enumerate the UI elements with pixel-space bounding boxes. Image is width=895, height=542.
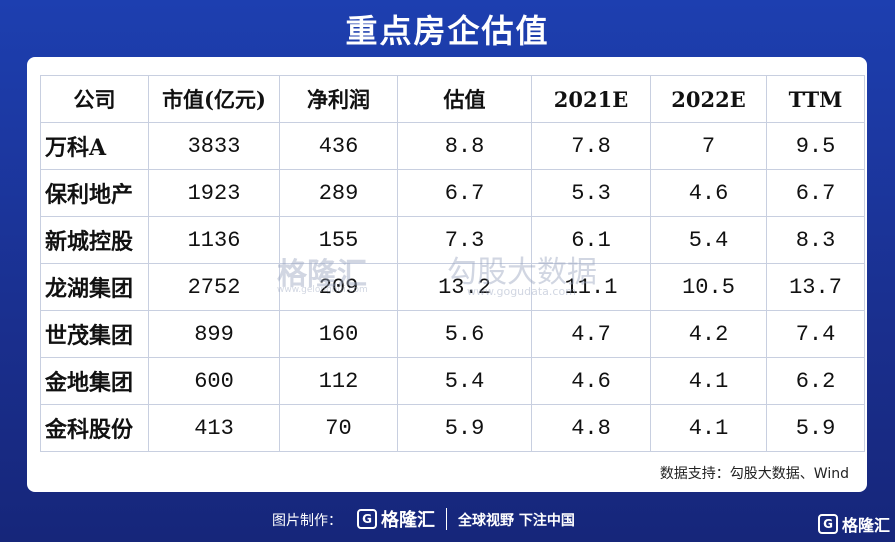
column-header: 估值 [397, 75, 532, 123]
data-row: 龙湖集团 2752 209 13.2 11.1 10.5 13.7 [40, 263, 865, 311]
corner-logo: G 格隆汇 [818, 512, 890, 536]
cell: 4.1 [650, 404, 767, 452]
column-header: 2021E [531, 75, 651, 123]
footer-slogan: 全球视野 下注中国 [458, 513, 575, 529]
footer: 图片制作： G 格隆汇 全球视野 下注中国 G 格隆汇 [0, 506, 895, 536]
company-name: 世茂集团 [40, 310, 149, 358]
cell: 413 [148, 404, 280, 452]
cell: 7.8 [531, 122, 651, 170]
cell: 436 [279, 122, 398, 170]
column-header: 2022E [650, 75, 767, 123]
valuation-table: 公司 市值(亿元) 净利润 估值 2021E 2022E TTM 万科A 3833 436 8.8 7… [40, 75, 865, 452]
header-row: 公司 市值(亿元) 净利润 估值 2021E 2022E TTM [40, 75, 865, 123]
cell: 4.6 [531, 357, 651, 405]
cell: 13.2 [397, 263, 532, 311]
cell: 6.7 [397, 169, 532, 217]
company-name: 保利地产 [40, 169, 149, 217]
cell: 1923 [148, 169, 280, 217]
cell: 5.9 [397, 404, 532, 452]
data-row: 保利地产 1923 289 6.7 5.3 4.6 6.7 [40, 169, 865, 217]
cell: 5.9 [766, 404, 865, 452]
logo-icon: G [357, 509, 377, 529]
cell: 7 [650, 122, 767, 170]
cell: 289 [279, 169, 398, 217]
cell: 1136 [148, 216, 280, 264]
column-header: 公司 [40, 75, 149, 123]
watermark-url: www.gogudata.com [467, 285, 576, 298]
footer-brand: 格隆汇 [381, 510, 435, 531]
cell: 4.6 [650, 169, 767, 217]
corner-brand: 格隆汇 [842, 516, 891, 535]
cell: 600 [148, 357, 280, 405]
cell: 160 [279, 310, 398, 358]
company-name: 新城控股 [40, 216, 149, 264]
data-row: 金科股份 413 70 5.9 4.8 4.1 5.9 [40, 404, 865, 452]
cell: 6.7 [766, 169, 865, 217]
panel: 公司 市值(亿元) 净利润 估值 2021E 2022E TTM 万科A 3833 436 8.8 7… [27, 57, 867, 492]
cell: 5.3 [531, 169, 651, 217]
cell: 209 [279, 263, 398, 311]
source-note: 数据支持：勾股大数据、Wind [659, 466, 849, 482]
cell: 2752 [148, 263, 280, 311]
company-name: 金科股份 [40, 404, 149, 452]
cell: 899 [148, 310, 280, 358]
column-header: 净利润 [279, 75, 398, 123]
cell: 4.2 [650, 310, 767, 358]
data-row: 世茂集团 899 160 5.6 4.7 4.2 7.4 [40, 310, 865, 358]
cell: 7.4 [766, 310, 865, 358]
cell: 5.4 [397, 357, 532, 405]
cell: 4.8 [531, 404, 651, 452]
logo-icon: G [818, 514, 838, 534]
watermark-brand: 格隆汇 [277, 257, 367, 292]
cell: 8.8 [397, 122, 532, 170]
column-header: 市值(亿元) [148, 75, 280, 123]
cell: 4.7 [531, 310, 651, 358]
watermark-site: www.gelonghui.com [277, 285, 368, 295]
cell: 10.5 [650, 263, 767, 311]
cell: 13.7 [766, 263, 865, 311]
cell: 5.4 [650, 216, 767, 264]
cell: 8.3 [766, 216, 865, 264]
cell: 6.1 [531, 216, 651, 264]
cell: 4.1 [650, 357, 767, 405]
footer-label: 图片制作： [272, 513, 342, 529]
cell: 112 [279, 357, 398, 405]
cell: 6.2 [766, 357, 865, 405]
cell: 5.6 [397, 310, 532, 358]
cell: 70 [279, 404, 398, 452]
data-row: 金地集团 600 112 5.4 4.6 4.1 6.2 [40, 357, 865, 405]
footer-logo: G 格隆汇 [357, 506, 435, 532]
data-row: 万科A 3833 436 8.8 7.8 7 9.5 [40, 122, 865, 170]
watermark-name: 勾股大数据 [447, 255, 597, 290]
cell: 3833 [148, 122, 280, 170]
company-name: 万科A [40, 122, 149, 170]
divider [446, 508, 447, 530]
company-name: 金地集团 [40, 357, 149, 405]
column-header: TTM [766, 75, 865, 123]
company-name: 龙湖集团 [40, 263, 149, 311]
cell: 9.5 [766, 122, 865, 170]
title: 重点房企估值 [345, 12, 550, 50]
